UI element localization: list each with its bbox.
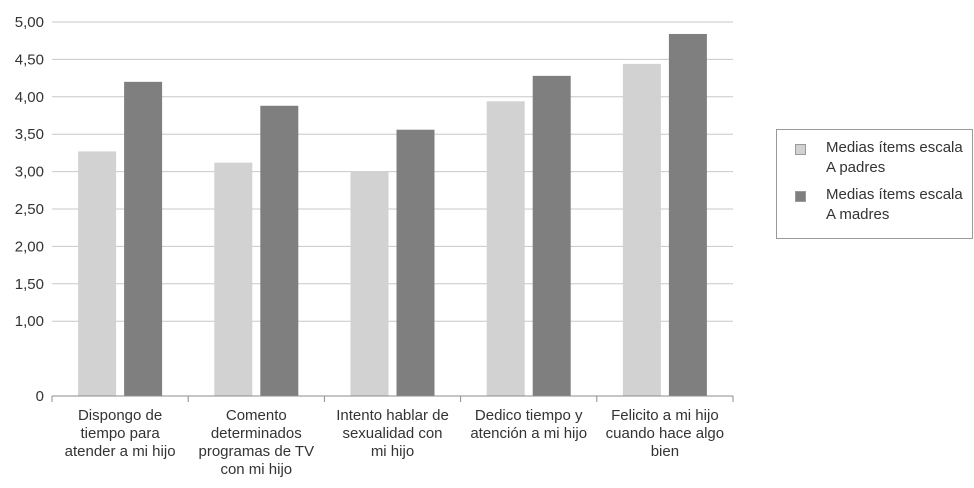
bar	[668, 33, 707, 397]
y-tick-label: 1,00	[15, 313, 44, 330]
bar	[214, 162, 253, 396]
y-tick-label: 2,00	[15, 238, 44, 255]
x-tick-label: tiempo para	[80, 425, 160, 442]
x-tick-label: mi hijo	[371, 443, 414, 460]
bar	[486, 101, 525, 397]
y-tick-label: 2,50	[15, 201, 44, 218]
bar	[622, 63, 661, 396]
x-tick-label: Comento	[226, 407, 287, 424]
y-tick-label: 0	[36, 388, 44, 405]
x-tick-label: atención a mi hijo	[470, 425, 587, 442]
y-tick-label: 5,00	[15, 14, 44, 31]
bar	[532, 75, 571, 396]
legend-label-padres: Medias ítems escala A padres	[826, 139, 963, 176]
y-tick-label: 4,50	[15, 51, 44, 68]
x-tick-label: con mi hijo	[220, 461, 292, 478]
x-tick-label: cuando hace algo	[606, 425, 724, 442]
x-tick-label: bien	[651, 443, 679, 460]
x-tick-label: Intento hablar de	[336, 407, 449, 424]
x-tick-label: sexualidad con	[342, 425, 442, 442]
y-tick-label: 1,50	[15, 276, 44, 293]
legend-swatch-padres	[795, 144, 806, 155]
bar	[396, 129, 435, 396]
x-tick-label: Dedico tiempo y	[475, 407, 583, 424]
x-tick-label: determinados	[211, 425, 302, 442]
bar	[260, 105, 299, 396]
x-tick-label: programas de TV	[198, 443, 314, 460]
legend-label-madres: Medias ítems escala A madres	[826, 186, 963, 223]
legend: Medias ítems escala A padres Medias ítem…	[776, 129, 973, 239]
y-tick-label: 4,00	[15, 89, 44, 106]
y-tick-label: 3,50	[15, 126, 44, 143]
x-tick-label: Felicito a mi hijo	[611, 407, 719, 424]
y-tick-label: 3,00	[15, 164, 44, 181]
x-tick-label: Dispongo de	[78, 407, 162, 424]
bar	[350, 171, 389, 396]
legend-swatch-madres	[795, 191, 806, 202]
bar	[78, 151, 117, 396]
x-tick-label: atender a mi hijo	[65, 443, 176, 460]
bar	[124, 81, 163, 396]
